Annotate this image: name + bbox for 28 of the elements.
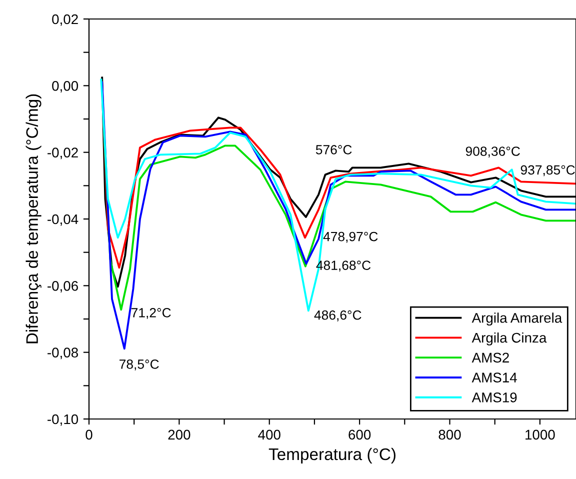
y-tick-label: -0,02 — [48, 148, 78, 160]
legend-label: Argila Amarela — [472, 312, 562, 326]
x-tick-label: 600 — [348, 430, 371, 440]
annotation: 78,5°C — [120, 360, 159, 370]
x-tick-label: 800 — [438, 430, 461, 440]
x-tick-label: 1000 — [526, 430, 555, 440]
y-tick-label: 0,00 — [52, 81, 78, 92]
annotation: 486,6°C — [314, 310, 362, 322]
annotation: 937,85°C — [520, 165, 575, 176]
legend-label: AMS2 — [472, 352, 509, 363]
y-tick-label: -0,10 — [48, 414, 78, 426]
x-tick-label: 0 — [86, 430, 92, 440]
y-tick-label: 0,02 — [52, 14, 78, 26]
x-tick-label: 400 — [258, 430, 280, 440]
y-tick-label: -0,08 — [48, 348, 78, 360]
annotation: 908,36°C — [466, 146, 520, 158]
annotation: 478,97°C — [323, 232, 378, 243]
x-tick-label: 200 — [168, 430, 190, 440]
y-tick-label: -0,06 — [48, 281, 78, 292]
line-series — [101, 81, 576, 350]
y-tick-label: -0,04 — [48, 214, 78, 226]
legend-label: Argila Cinza — [472, 332, 547, 346]
annotation: 576°C — [316, 145, 352, 154]
x-axis-title: Temperatura (°C) — [268, 448, 396, 464]
y-axis-title: Diferença de temperatura (°C/mg) — [26, 94, 42, 344]
annotation: 71,2°C — [132, 308, 171, 319]
legend-label: AMS19 — [472, 392, 517, 402]
legend-label: AMS14 — [472, 372, 517, 382]
